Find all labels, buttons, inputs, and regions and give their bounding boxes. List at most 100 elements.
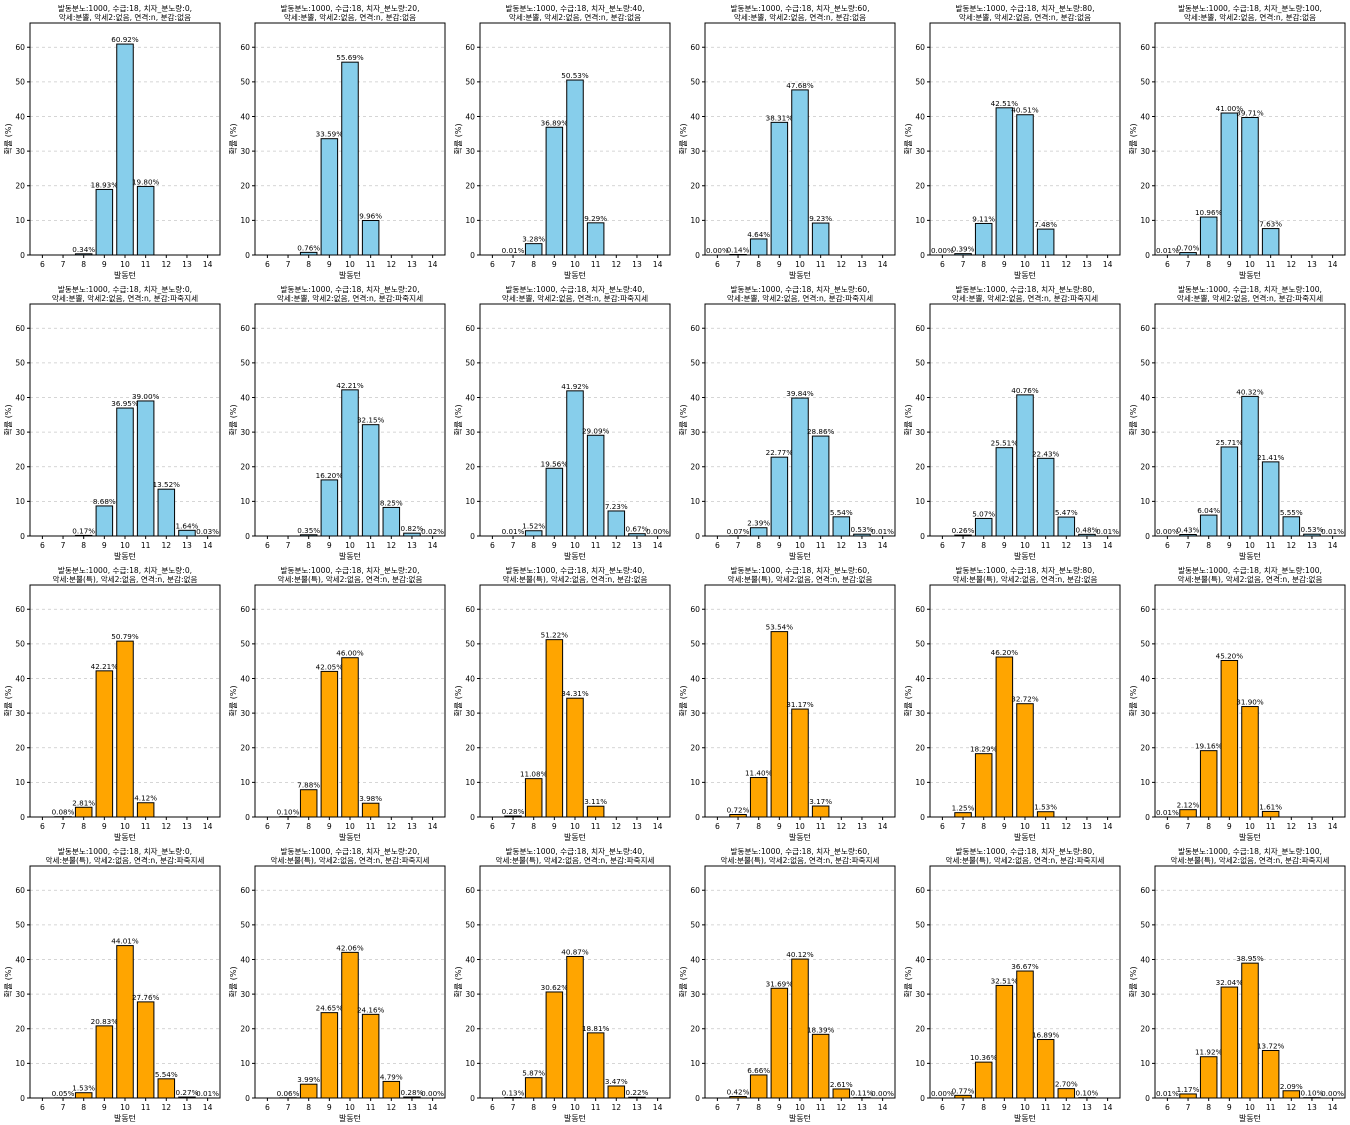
- bar: [974, 517, 993, 537]
- data-label: 0.11%: [851, 1089, 874, 1098]
- y-axis-label: 확률 (%): [228, 966, 238, 997]
- bar: [1261, 228, 1280, 256]
- data-label: 0.01%: [1156, 246, 1179, 255]
- data-label: 32.04%: [1216, 978, 1244, 987]
- x-tick-label: 9: [1227, 541, 1232, 550]
- bar: [1199, 514, 1218, 537]
- data-label: 32.51%: [991, 976, 1019, 985]
- data-label: 20.83%: [91, 1017, 119, 1026]
- y-tick-label: 40: [915, 393, 925, 402]
- data-label: 36.89%: [541, 118, 569, 127]
- x-tick-label: 11: [141, 1103, 151, 1112]
- x-tick-label: 7: [286, 1103, 291, 1112]
- bar: [832, 1088, 851, 1099]
- plot-frame: [704, 584, 896, 818]
- subplot-3: 발동분노:1000, 수급:18, 치자_분노량:40,악세:분뿔, 악세2:없…: [453, 3, 671, 280]
- x-tick-label: 8: [1206, 822, 1211, 831]
- chart-subtitle: 악세:분뿔, 악세2:없음, 연격:n, 분감:파죽지세: [952, 293, 1098, 303]
- x-tick-label: 7: [961, 260, 966, 269]
- x-axis-label: 발동턴: [564, 1113, 586, 1123]
- y-tick-label: 20: [240, 463, 250, 472]
- y-tick-label: 40: [465, 674, 475, 683]
- x-axis-label: 발동턴: [789, 1113, 811, 1123]
- x-axis-label: 발동턴: [339, 1113, 361, 1123]
- data-label: 8.68%: [93, 497, 116, 506]
- x-tick-label: 13: [407, 541, 417, 550]
- x-tick-label: 11: [1266, 541, 1276, 550]
- plot-frame: [929, 22, 1121, 256]
- x-tick-label: 8: [1206, 260, 1211, 269]
- data-label: 46.20%: [991, 648, 1019, 657]
- plot-frame: [1154, 584, 1346, 818]
- x-tick-label: 13: [182, 1103, 192, 1112]
- data-label: 42.51%: [991, 99, 1019, 108]
- chart-title: 발동분노:1000, 수급:18, 치자_분노량:60,: [730, 846, 869, 856]
- data-label: 0.06%: [277, 1089, 300, 1098]
- y-tick-label: 10: [1140, 497, 1150, 506]
- bar: [995, 447, 1014, 537]
- subplot-21: 발동분노:1000, 수급:18, 치자_분노량:40,악세:분뿔(특), 악세…: [453, 846, 671, 1123]
- bar: [1241, 962, 1259, 1099]
- bar: [811, 222, 830, 256]
- x-tick-label: 6: [715, 541, 720, 550]
- bar: [995, 984, 1014, 1099]
- y-tick-label: 50: [690, 921, 700, 930]
- x-tick-label: 11: [1041, 1103, 1051, 1112]
- data-label: 0.10%: [1076, 1089, 1099, 1098]
- y-tick-label: 10: [915, 1059, 925, 1068]
- subplot-2: 발동분노:1000, 수급:18, 치자_분노량:20,악세:분뿔, 악세2:없…: [228, 3, 446, 280]
- data-label: 2.81%: [72, 798, 95, 807]
- data-label: 31.90%: [1236, 698, 1264, 707]
- y-tick-label: 10: [15, 216, 25, 225]
- x-tick-label: 9: [102, 822, 107, 831]
- y-tick-label: 10: [690, 1059, 700, 1068]
- data-label: 33.59%: [316, 130, 344, 139]
- y-tick-label: 30: [15, 428, 25, 437]
- x-tick-label: 11: [591, 1103, 601, 1112]
- bar: [566, 697, 584, 818]
- x-tick-label: 14: [1103, 822, 1113, 831]
- data-label: 19.80%: [132, 177, 160, 186]
- chart-subtitle: 악세:분뿔, 악세2:없음, 연격:n, 분감:없음: [959, 12, 1091, 22]
- bar: [178, 529, 196, 537]
- data-label: 0.82%: [401, 524, 424, 533]
- x-axis-label: 발동턴: [1239, 832, 1261, 842]
- data-label: 41.92%: [561, 382, 589, 391]
- data-label: 13.72%: [1257, 1041, 1285, 1050]
- y-axis-label: 확률 (%): [453, 404, 463, 435]
- bar: [1261, 810, 1280, 818]
- y-tick-label: 10: [1140, 778, 1150, 787]
- y-tick-label: 20: [465, 463, 475, 472]
- bar: [74, 1092, 93, 1099]
- x-tick-label: 14: [428, 260, 438, 269]
- x-tick-label: 13: [182, 260, 192, 269]
- y-tick-label: 0: [245, 251, 250, 260]
- y-tick-label: 30: [915, 147, 925, 156]
- data-label: 0.00%: [931, 1089, 954, 1098]
- data-label: 21.41%: [1257, 453, 1285, 462]
- x-tick-label: 11: [1266, 260, 1276, 269]
- bar: [1057, 516, 1076, 537]
- y-tick-label: 60: [465, 43, 475, 52]
- y-tick-label: 30: [1140, 428, 1150, 437]
- y-axis-label: 확률 (%): [453, 966, 463, 997]
- subplot-10: 발동분노:1000, 수급:18, 치자_분노량:60,악세:분뿔, 악세2:없…: [678, 284, 896, 561]
- plot-frame: [29, 22, 221, 256]
- data-label: 0.14%: [727, 246, 750, 255]
- bar: [586, 434, 605, 537]
- plot-frame: [1154, 22, 1346, 256]
- y-tick-label: 10: [465, 216, 475, 225]
- data-label: 42.21%: [336, 381, 364, 390]
- bar: [1261, 1049, 1280, 1099]
- plot-frame: [479, 22, 671, 256]
- plot-frame: [704, 22, 896, 256]
- chart-title: 발동분노:1000, 수급:18, 치자_분노량:100,: [1178, 284, 1322, 294]
- data-label: 2.61%: [830, 1080, 853, 1089]
- x-tick-label: 13: [407, 1103, 417, 1112]
- y-tick-label: 0: [245, 532, 250, 541]
- x-axis-label: 발동턴: [114, 832, 136, 842]
- data-label: 1.53%: [72, 1084, 95, 1093]
- data-label: 11.40%: [745, 769, 773, 778]
- y-tick-label: 20: [915, 182, 925, 191]
- x-tick-label: 10: [1020, 822, 1030, 831]
